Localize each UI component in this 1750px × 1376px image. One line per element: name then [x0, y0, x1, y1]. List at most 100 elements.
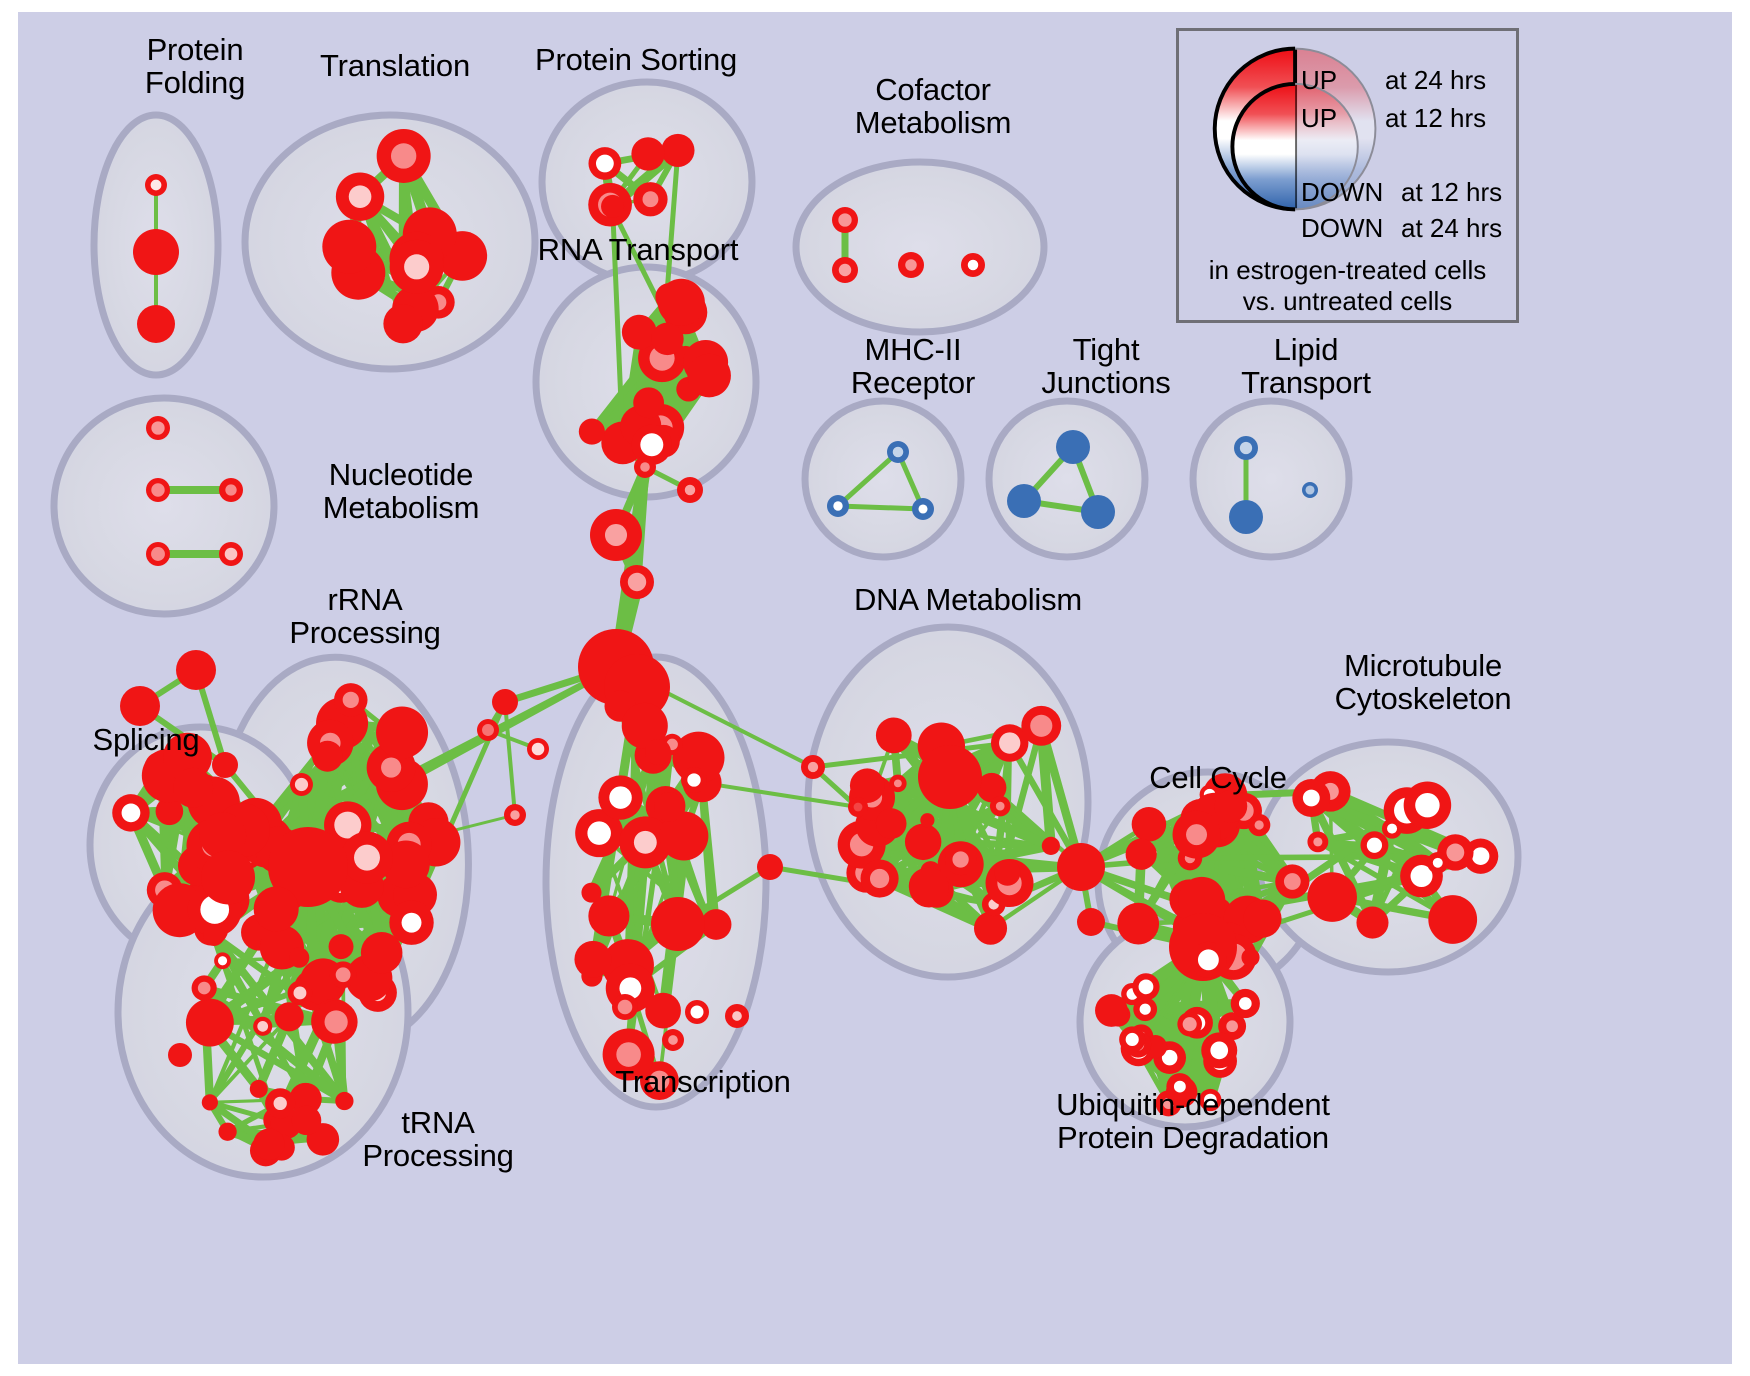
cluster-region-nucleotide-metabolism — [50, 394, 278, 618]
network-node — [504, 804, 526, 826]
network-node — [1234, 436, 1258, 460]
cluster-region-cofactor-metabolism — [792, 158, 1048, 336]
network-edge — [835, 503, 926, 512]
network-node — [219, 478, 243, 502]
network-node — [994, 859, 1021, 886]
network-node — [1057, 843, 1105, 891]
network-node — [1172, 810, 1221, 859]
legend-direction-0: UP — [1301, 65, 1338, 95]
network-node — [201, 850, 256, 905]
network-edge — [503, 700, 517, 817]
network-node — [661, 133, 695, 168]
network-edge — [810, 740, 1013, 770]
network-node — [212, 752, 238, 778]
network-node — [1021, 705, 1062, 746]
network-node — [492, 689, 518, 715]
network-node — [619, 816, 672, 869]
network-node — [645, 739, 671, 765]
network-node — [687, 353, 731, 398]
legend-time-1: at 12 hrs — [1385, 103, 1487, 133]
network-node — [1243, 899, 1282, 938]
network-node — [1007, 484, 1041, 518]
legend-time-2: at 12 hrs — [1401, 177, 1503, 207]
legend-panel: UP at 24 hrs UP at 12 hrs DOWN at 12 hrs… — [1176, 28, 1519, 323]
network-edge — [207, 1014, 292, 1105]
network-node — [1081, 495, 1115, 529]
network-node — [602, 1028, 655, 1081]
network-node — [1292, 779, 1331, 817]
network-node — [176, 650, 216, 690]
network-edge — [1243, 806, 1411, 924]
network-node — [1403, 781, 1452, 829]
network-node — [849, 768, 885, 803]
network-node — [249, 1079, 268, 1098]
network-node — [268, 827, 348, 907]
network-node — [289, 1082, 322, 1116]
network-node — [289, 947, 310, 968]
network-node — [214, 952, 231, 970]
network-node — [848, 797, 868, 817]
legend-direction-3: DOWN — [1301, 213, 1384, 243]
cluster-region-lipid-transport — [1189, 397, 1353, 561]
network-node — [168, 1043, 192, 1067]
network-node — [335, 1091, 354, 1111]
network-node — [1190, 941, 1227, 979]
network-node — [912, 498, 934, 520]
network-node — [191, 975, 217, 1001]
network-edge — [835, 449, 901, 509]
network-node — [287, 980, 313, 1006]
network-node — [291, 1105, 322, 1136]
network-node — [1166, 1073, 1194, 1101]
network-node — [201, 1094, 218, 1111]
network-node — [253, 1016, 273, 1036]
network-node — [146, 478, 170, 502]
network-node — [875, 717, 912, 754]
network-edge — [700, 780, 860, 809]
network-node — [376, 128, 431, 183]
network-node — [1131, 807, 1167, 842]
legend-direction-2: DOWN — [1301, 177, 1384, 207]
network-node — [389, 239, 444, 294]
network-node — [634, 456, 656, 478]
network-node — [155, 797, 184, 826]
network-node — [1229, 500, 1263, 534]
network-node — [1230, 988, 1260, 1019]
network-node — [383, 304, 423, 344]
network-node — [909, 867, 949, 908]
network-edge — [610, 203, 626, 446]
legend-direction-1: UP — [1301, 103, 1338, 133]
network-node — [612, 994, 638, 1020]
network-node — [1119, 1026, 1146, 1053]
network-node — [976, 772, 1007, 803]
network-node — [904, 823, 942, 861]
network-node — [376, 706, 429, 759]
network-nodes — [112, 128, 1499, 1167]
network-node — [662, 1029, 684, 1051]
network-node — [887, 441, 909, 463]
network-node — [265, 1088, 296, 1119]
network-node — [961, 253, 985, 277]
network-node — [832, 257, 858, 283]
network-node — [633, 387, 665, 419]
network-canvas: UP at 24 hrs UP at 12 hrs DOWN at 12 hrs… — [18, 12, 1732, 1364]
network-node — [146, 416, 170, 440]
network-node — [651, 322, 684, 356]
network-node — [651, 897, 705, 951]
network-node — [1041, 836, 1060, 855]
network-node — [725, 1004, 749, 1028]
network-node — [1117, 902, 1160, 945]
network-node — [659, 811, 709, 861]
network-node — [590, 509, 642, 561]
network-edge — [587, 750, 658, 897]
network-node — [253, 886, 299, 932]
network-node — [875, 808, 907, 839]
network-node — [1356, 906, 1389, 939]
network-node — [631, 137, 665, 171]
network-node — [1360, 831, 1389, 860]
network-node — [173, 767, 214, 808]
network-node — [832, 207, 858, 233]
network-node — [322, 219, 377, 274]
network-node — [645, 992, 681, 1029]
network-node — [1247, 813, 1271, 837]
network-node — [527, 738, 549, 760]
